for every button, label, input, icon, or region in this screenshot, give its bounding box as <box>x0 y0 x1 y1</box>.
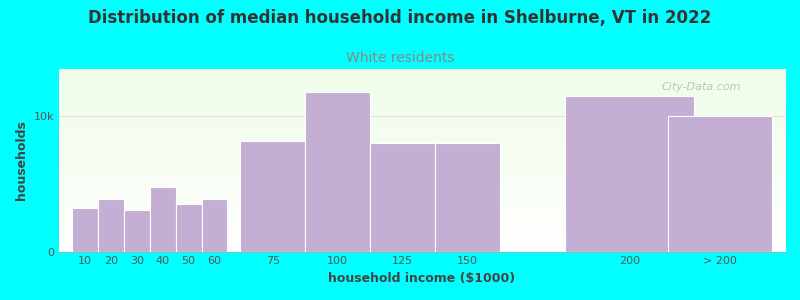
Bar <box>241 141 306 252</box>
Bar <box>370 143 435 252</box>
Bar <box>668 116 772 252</box>
Bar <box>176 204 202 252</box>
Bar <box>435 143 500 252</box>
Bar <box>241 141 306 252</box>
Y-axis label: households: households <box>15 120 28 200</box>
Bar <box>668 116 772 252</box>
Bar <box>124 210 150 252</box>
Bar <box>370 143 435 252</box>
Bar <box>565 96 694 252</box>
Bar <box>124 210 150 252</box>
Bar <box>202 199 227 252</box>
X-axis label: household income ($1000): household income ($1000) <box>328 272 515 285</box>
Text: Distribution of median household income in Shelburne, VT in 2022: Distribution of median household income … <box>88 9 712 27</box>
Bar <box>98 199 124 252</box>
Bar <box>72 208 98 252</box>
Bar <box>98 199 124 252</box>
Text: City-Data.com: City-Data.com <box>662 82 741 92</box>
Text: White residents: White residents <box>346 51 454 65</box>
Bar <box>150 187 176 252</box>
Bar <box>202 199 227 252</box>
Bar <box>435 143 500 252</box>
Bar <box>150 187 176 252</box>
Bar <box>72 208 98 252</box>
Bar <box>306 92 370 252</box>
Bar <box>306 92 370 252</box>
Bar <box>565 96 694 252</box>
Bar <box>176 204 202 252</box>
